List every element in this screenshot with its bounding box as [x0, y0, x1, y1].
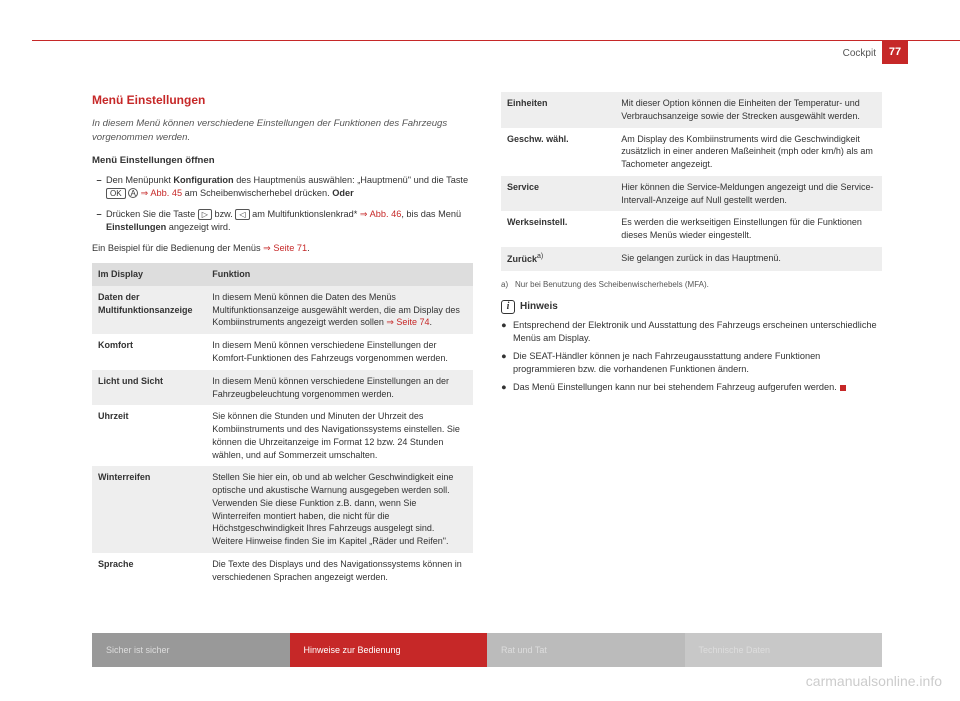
hinweis-title: Hinweis [520, 300, 558, 314]
step2-bzw: bzw. [212, 209, 236, 219]
tab-sicher: Sicher ist sicher [92, 633, 290, 667]
table-row: Daten der MultifunktionsanzeigeIn diesem… [92, 286, 473, 334]
a-key: A [128, 188, 138, 198]
hinweis-heading: i Hinweis [501, 300, 882, 314]
table-row: Geschw. wähl.Am Display des Kombiinstrum… [501, 128, 882, 176]
info-icon: i [501, 300, 515, 314]
watermark: carmanualsonline.info [806, 673, 942, 689]
table-row: ServiceHier können die Service-Meldungen… [501, 176, 882, 212]
table-row: EinheitenMit dieser Option können die Ei… [501, 92, 882, 128]
step1-a: Den Menüpunkt [106, 175, 173, 185]
top-rule [32, 40, 960, 41]
table-row: Zurücka)Sie gelangen zurück in das Haupt… [501, 247, 882, 271]
row-val: In diesem Menü können verschiedene Einst… [206, 370, 473, 406]
row-key: Geschw. wähl. [501, 128, 615, 176]
th-display: Im Display [92, 263, 206, 286]
row-key: Sprache [92, 553, 206, 589]
row-key: Zurücka) [501, 247, 615, 271]
footnote-text: Nur bei Benutzung des Scheibenwischerheb… [515, 279, 709, 290]
content-columns: Menü Einstellungen In diesem Menü können… [92, 92, 882, 617]
row-val: Am Display des Kombiinstruments wird die… [615, 128, 882, 176]
footer-tabs: Sicher ist sicher Hinweise zur Bedienung… [92, 633, 882, 667]
left-key: ◁ [235, 209, 249, 221]
right-key: ▷ [198, 209, 212, 221]
tab-hinweise: Hinweise zur Bedienung [290, 633, 488, 667]
row-val: Hier können die Service-Meldungen angeze… [615, 176, 882, 212]
row-val: Stellen Sie hier ein, ob und ab welcher … [206, 466, 473, 553]
row-key: Daten der Multifunktionsanzeige [92, 286, 206, 334]
ex-ref: ⇒ Seite 71 [263, 243, 307, 253]
footnote-sup: a) [501, 279, 515, 290]
hinweis-b3: ●Das Menü Einstellungen kann nur bei ste… [501, 381, 882, 394]
step-2: – Drücken Sie die Taste ▷ bzw. ◁ am Mult… [92, 208, 473, 234]
subheading-open: Menü Einstellungen öffnen [92, 154, 473, 168]
b1-text: Entsprechend der Elektronik und Ausstatt… [513, 319, 882, 345]
row-key: Uhrzeit [92, 405, 206, 466]
ok-key: OK [106, 188, 126, 200]
hinweis-b1: ●Entsprechend der Elektronik und Ausstat… [501, 319, 882, 345]
step2-d: , bis das Menü [401, 209, 461, 219]
row-val: Sie gelangen zurück in das Hauptmenü. [615, 247, 882, 271]
row-val: Es werden die werkseitigen Einstellungen… [615, 211, 882, 247]
step1-d: am Scheibenwischerhebel drücken. [182, 188, 332, 198]
table-row: WinterreifenStellen Sie hier ein, ob und… [92, 466, 473, 553]
page-number: 77 [882, 40, 908, 64]
table-row: UhrzeitSie können die Stunden und Minute… [92, 405, 473, 466]
step2-ref: ⇒ Abb. 46 [360, 209, 401, 219]
row-key: Einheiten [501, 92, 615, 128]
end-square-icon [840, 385, 846, 391]
step2-c: am Multifunktionslenkrad* [250, 209, 360, 219]
row-val: Sie können die Stunden und Minuten der U… [206, 405, 473, 466]
ex-b: . [307, 243, 310, 253]
side-tab [0, 0, 28, 40]
step-1: – Den Menüpunkt Konfiguration des Hauptm… [92, 174, 473, 200]
b2-text: Die SEAT-Händler können je nach Fahrzeug… [513, 350, 882, 376]
intro-text: In diesem Menü können verschiedene Einst… [92, 117, 473, 144]
row-key: Licht und Sicht [92, 370, 206, 406]
step1-c: des Hauptmenüs auswählen: „Hauptmenü" un… [234, 175, 468, 185]
footnote-a: a) Nur bei Benutzung des Scheibenwischer… [501, 279, 882, 290]
step1-ref: ⇒ Abb. 45 [138, 188, 182, 198]
b3-text: Das Menü Einstellungen kann nur bei steh… [513, 381, 846, 394]
header-section: Cockpit [843, 48, 876, 59]
step2-einst: Einstellungen [106, 222, 166, 232]
heading-menu: Menü Einstellungen [92, 92, 473, 109]
hinweis-b2: ●Die SEAT-Händler können je nach Fahrzeu… [501, 350, 882, 376]
step1-oder: Oder [332, 188, 353, 198]
table-row: Werkseinstell.Es werden die werkseitigen… [501, 211, 882, 247]
step1-konfig: Konfiguration [173, 175, 233, 185]
example-para: Ein Beispiel für die Bedienung der Menüs… [92, 242, 473, 255]
tab-rat: Rat und Tat [487, 633, 685, 667]
th-funktion: Funktion [206, 263, 473, 286]
row-key: Komfort [92, 334, 206, 370]
step2-f: angezeigt wird. [166, 222, 230, 232]
row-val: Die Texte des Displays und des Navigatio… [206, 553, 473, 589]
row-key: Service [501, 176, 615, 212]
row-val: In diesem Menü können verschiedene Einst… [206, 334, 473, 370]
row-val: In diesem Menü können die Daten des Menü… [206, 286, 473, 334]
tab-technische: Technische Daten [685, 633, 883, 667]
row-val: Mit dieser Option können die Einheiten d… [615, 92, 882, 128]
row-key: Werkseinstell. [501, 211, 615, 247]
step2-a: Drücken Sie die Taste [106, 209, 198, 219]
table-row: SpracheDie Texte des Displays und des Na… [92, 553, 473, 589]
table-row: Licht und SichtIn diesem Menü können ver… [92, 370, 473, 406]
row-key: Winterreifen [92, 466, 206, 553]
ex-a: Ein Beispiel für die Bedienung der Menüs [92, 243, 263, 253]
table-row: KomfortIn diesem Menü können verschieden… [92, 334, 473, 370]
